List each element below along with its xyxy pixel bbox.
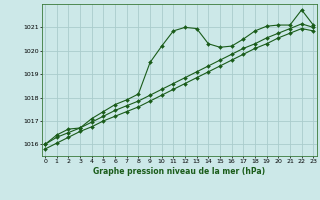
X-axis label: Graphe pression niveau de la mer (hPa): Graphe pression niveau de la mer (hPa) — [93, 167, 265, 176]
